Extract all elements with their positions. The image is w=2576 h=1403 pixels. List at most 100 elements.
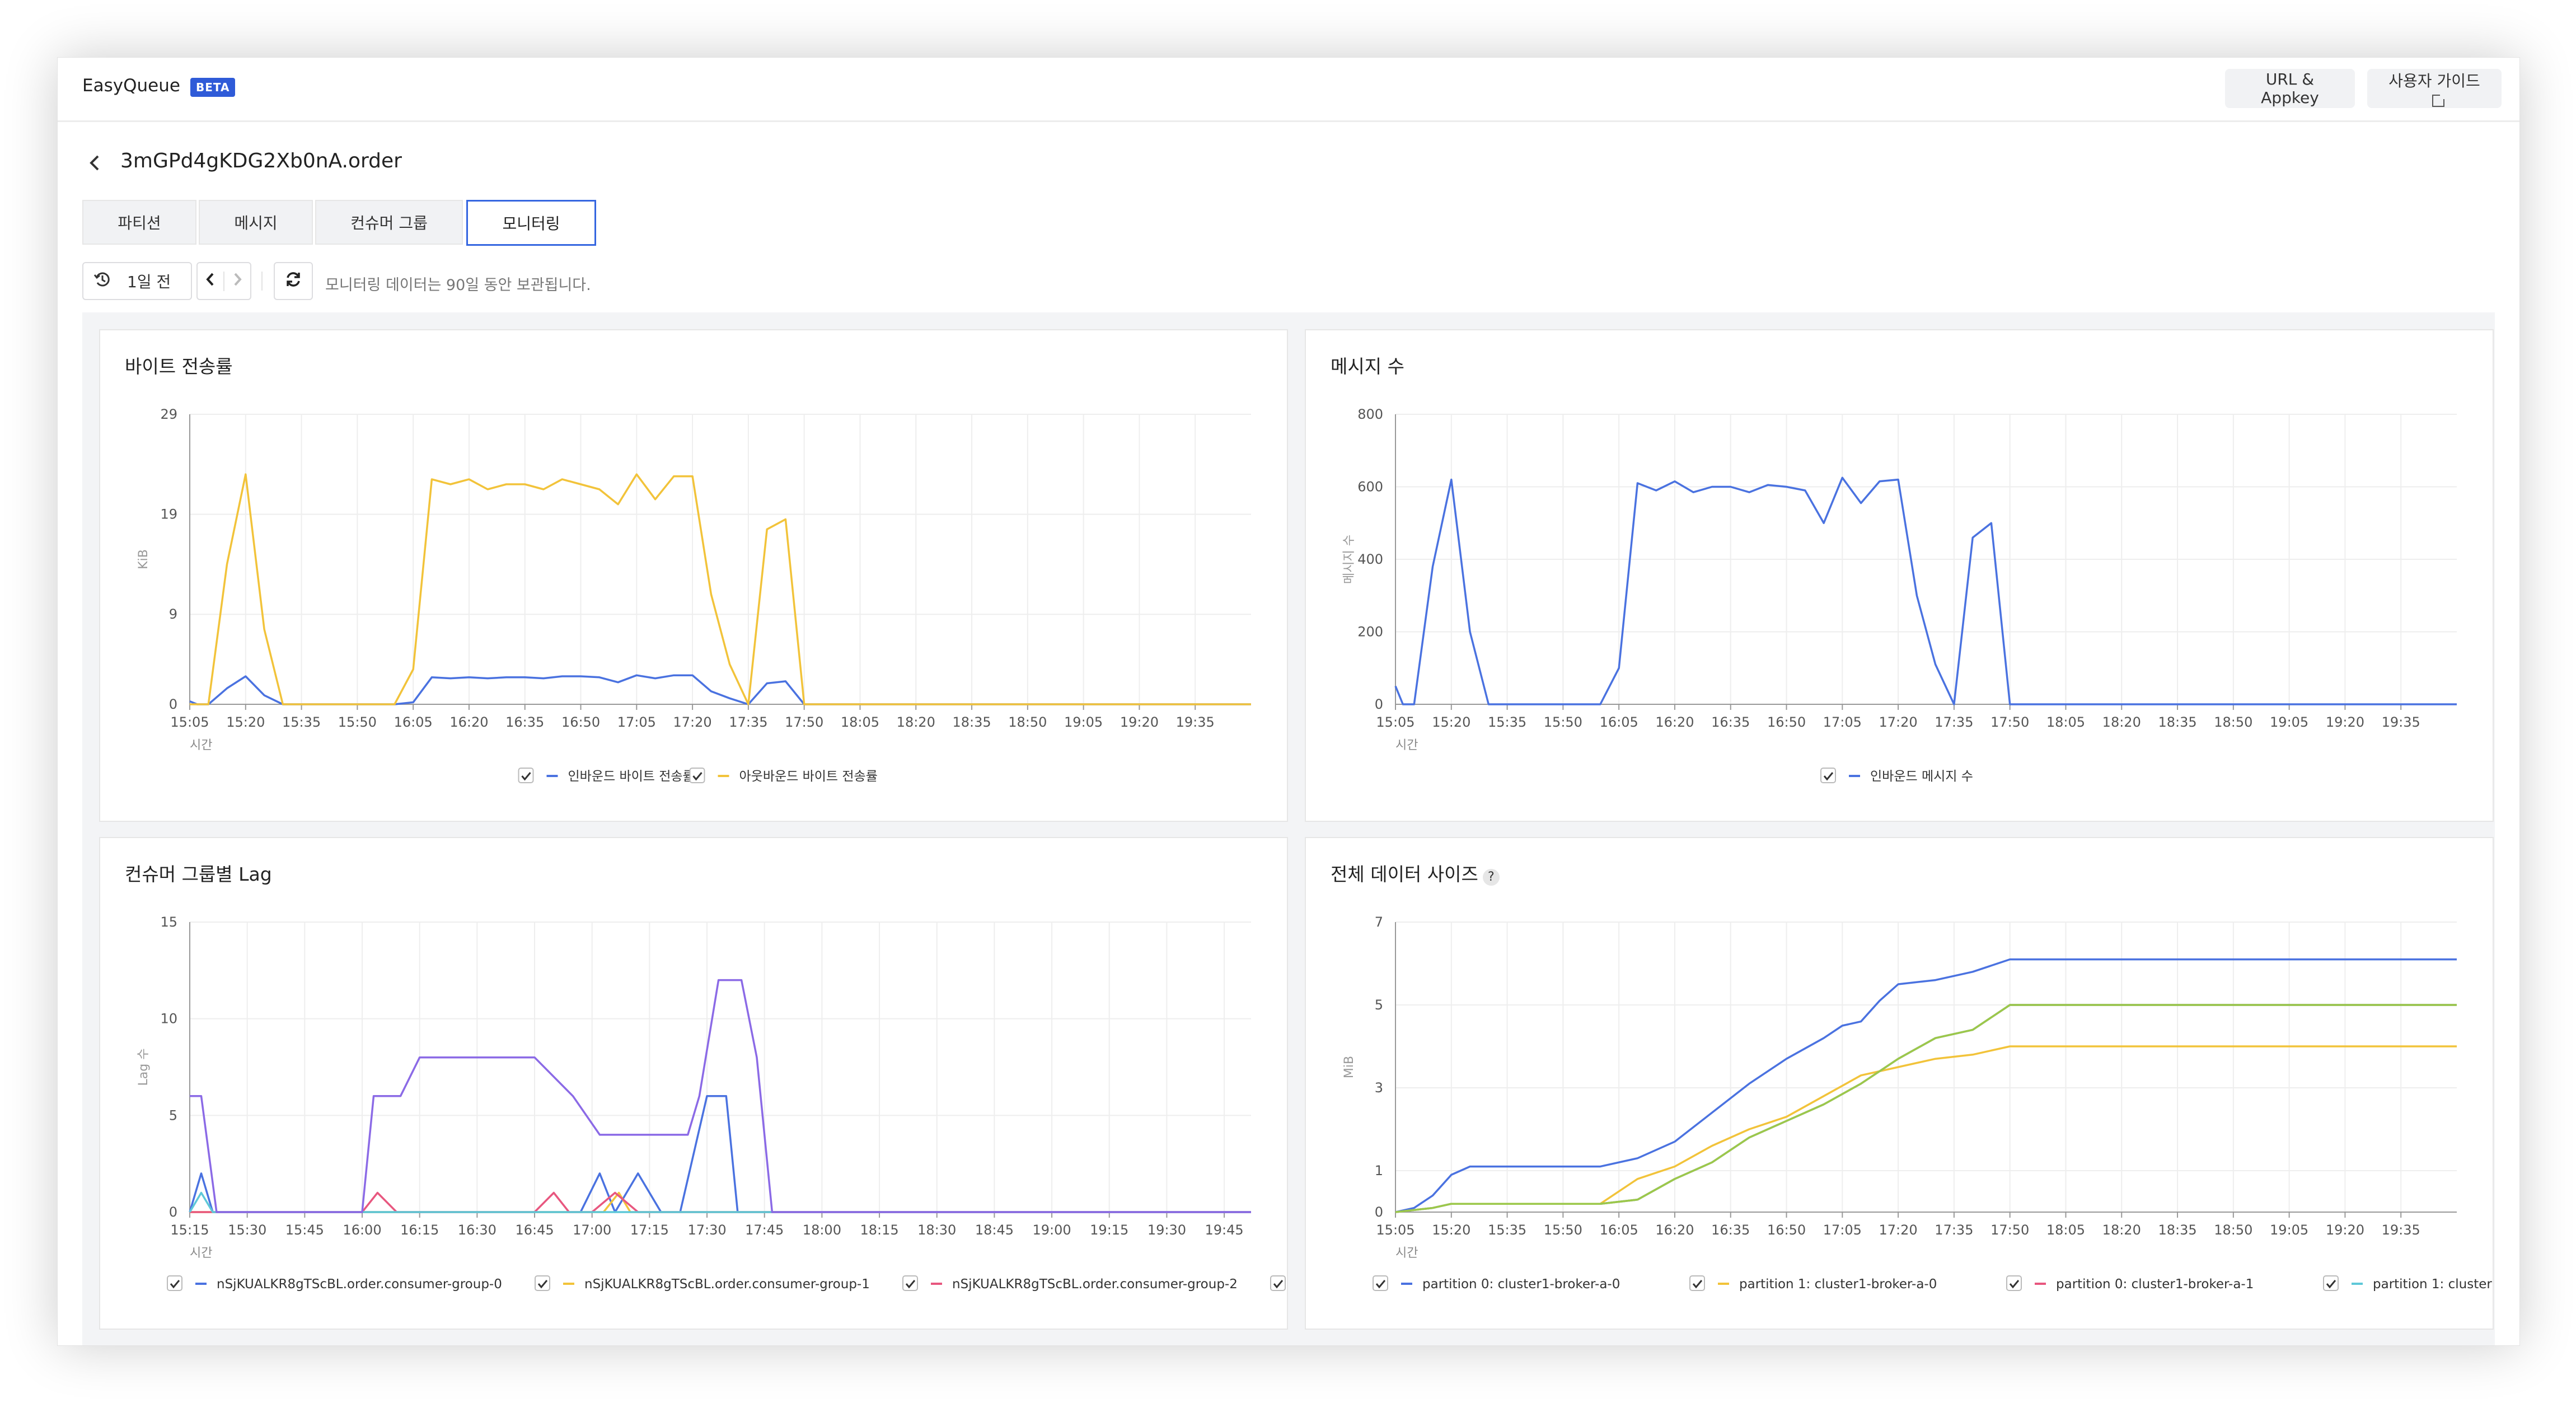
back-arrow-icon[interactable]: [88, 153, 102, 178]
series-line: [190, 979, 1251, 1213]
topic-title: 3mGPd4gKDG2Xb0nA.order: [120, 149, 402, 172]
legend-item[interactable]: nSjKUALKR8gTScBL.order.consumer-group-3: [1270, 1275, 1287, 1292]
legend-label: 인바운드 메시지 수: [1870, 769, 1973, 784]
legend-item[interactable]: partition 1: cluster1-broker-a-1: [2323, 1275, 2493, 1292]
legend-label: partition 1: cluster1-broker-a-1: [2373, 1277, 2493, 1292]
x-tick-label: 18:30: [917, 1222, 956, 1238]
x-tick-label: 19:30: [1148, 1222, 1186, 1238]
legend-checkbox[interactable]: [689, 768, 705, 783]
x-tick-label: 17:35: [729, 714, 767, 730]
x-tick-label: 16:15: [400, 1222, 439, 1238]
check-icon: [1375, 1280, 1386, 1289]
x-tick-label: 18:35: [952, 714, 991, 730]
legend-checkbox[interactable]: [1270, 1275, 1286, 1291]
panel-title: 컨슈머 그룹별 Lag: [125, 863, 272, 885]
x-tick-label: 19:20: [1120, 714, 1159, 730]
refresh-button[interactable]: [274, 262, 313, 300]
x-tick-label: 19:05: [2270, 1222, 2308, 1238]
x-tick-label: 18:20: [2102, 1222, 2141, 1238]
legend-label: nSjKUALKR8gTScBL.order.consumer-group-1: [584, 1277, 870, 1292]
x-tick-label: 18:50: [2214, 1222, 2252, 1238]
x-tick-label: 18:50: [2214, 714, 2252, 730]
series-line: [1395, 1004, 2457, 1213]
y-tick-label: 1: [1375, 1163, 1383, 1178]
legend-checkbox[interactable]: [2006, 1275, 2022, 1291]
x-tick-label: 19:05: [1064, 714, 1103, 730]
x-tick-label: 16:35: [1711, 1222, 1750, 1238]
app-window: EasyQueue BETA URL & Appkey 사용자 가이드 3mGP…: [57, 57, 2520, 1346]
series-line: [1394, 476, 2457, 705]
legend-item[interactable]: 인바운드 바이트 전송률: [518, 768, 695, 784]
chevron-left-icon[interactable]: [198, 272, 223, 291]
legend-item[interactable]: 인바운드 메시지 수: [1820, 768, 1973, 784]
check-icon: [1273, 1280, 1284, 1289]
series-line: [189, 1095, 1251, 1213]
check-icon: [1823, 772, 1834, 781]
user-guide-button[interactable]: 사용자 가이드: [2367, 69, 2502, 108]
x-tick-label: 16:30: [458, 1222, 497, 1238]
legend-checkbox[interactable]: [1373, 1275, 1388, 1291]
legend-checkbox[interactable]: [1689, 1275, 1705, 1291]
x-tick-label: 15:20: [1432, 1222, 1470, 1238]
x-tick-label: 15:05: [1376, 1222, 1415, 1238]
time-range-label: 1일 전: [127, 273, 171, 291]
y-tick-label: 0: [1375, 696, 1383, 712]
x-tick-label: 17:50: [1990, 714, 2029, 730]
beta-badge: BETA: [190, 78, 236, 97]
time-range-select[interactable]: 1일 전: [82, 262, 192, 300]
x-tick-label: 17:35: [1935, 1222, 1973, 1238]
x-tick-label: 15:35: [1488, 1222, 1526, 1238]
x-tick-label: 17:15: [630, 1222, 669, 1238]
tab-partition[interactable]: 파티션: [82, 200, 196, 245]
legend-item[interactable]: partition 1: cluster1-broker-a-0: [1689, 1275, 1937, 1292]
legend-item[interactable]: nSjKUALKR8gTScBL.order.consumer-group-1: [535, 1275, 870, 1292]
series-line: [1395, 1004, 2457, 1213]
chevron-right-icon[interactable]: [223, 271, 250, 291]
legend-label: nSjKUALKR8gTScBL.order.consumer-group-2: [952, 1277, 1238, 1292]
series-line: [190, 1191, 1251, 1213]
url-appkey-button[interactable]: URL & Appkey: [2225, 69, 2355, 108]
x-tick-label: 16:20: [1655, 714, 1694, 730]
x-tick-label: 18:05: [2046, 714, 2085, 730]
url-appkey-label: URL & Appkey: [2261, 70, 2319, 107]
legend-checkbox[interactable]: [167, 1275, 182, 1291]
series-line: [189, 674, 1251, 705]
x-tick-label: 18:50: [1008, 714, 1047, 730]
legend-item[interactable]: partition 0: cluster1-broker-a-1: [2006, 1275, 2254, 1292]
x-tick-label: 19:20: [2326, 714, 2364, 730]
legend-checkbox[interactable]: [535, 1275, 550, 1291]
panel-size: 전체 데이터 사이즈? 15:05 15:20 15:35 15:50 16:05 16:…: [1305, 837, 2494, 1330]
lag-chart: 15:15 15:30 15:45 16:00 16:15 16:30 16:45 17:00…: [137, 914, 1287, 1292]
x-tick-label: 17:05: [1823, 1222, 1862, 1238]
panel-lag: 컨슈머 그룹별 Lag 15:15 15:30 15:45 16:00 16:15 16:…: [99, 837, 1288, 1330]
x-tick-label: 15:20: [1432, 714, 1470, 730]
series-line: [190, 1191, 1251, 1213]
x-tick-label: 17:50: [1990, 1222, 2029, 1238]
legend-label: nSjKUALKR8gTScBL.order.consumer-group-0: [217, 1277, 502, 1292]
tab-message[interactable]: 메시지: [199, 200, 313, 245]
legend-item[interactable]: partition 0: cluster1-broker-a-0: [1373, 1275, 1620, 1292]
x-tick-label: 18:15: [860, 1222, 898, 1238]
size-chart: 15:05 15:20 15:35 15:50 16:05 16:20 16:35 16:50…: [1342, 914, 2493, 1292]
legend-checkbox[interactable]: [2323, 1275, 2339, 1291]
legend-checkbox[interactable]: [1820, 768, 1836, 783]
tab-consumer-group[interactable]: 컨슈머 그룹: [315, 200, 463, 245]
x-tick-label: 16:05: [1600, 714, 1638, 730]
help-icon[interactable]: ?: [1482, 869, 1500, 886]
legend-checkbox[interactable]: [518, 768, 534, 783]
y-tick-label: 7: [1375, 914, 1383, 930]
check-icon: [1692, 1280, 1703, 1289]
legend-item[interactable]: 아웃바운드 바이트 전송률: [689, 768, 878, 784]
legend-checkbox[interactable]: [902, 1275, 918, 1291]
legend-item[interactable]: nSjKUALKR8gTScBL.order.consumer-group-2: [902, 1275, 1238, 1292]
x-tick-label: 17:20: [673, 714, 712, 730]
monitoring-panels: 바이트 전송률 15:05 15:20 15:35 15:50 16:05 16:20 16…: [82, 312, 2495, 1345]
legend-item[interactable]: nSjKUALKR8gTScBL.order.consumer-group-0: [167, 1275, 502, 1292]
user-guide-label: 사용자 가이드: [2388, 72, 2480, 90]
x-tick-label: 17:30: [687, 1222, 726, 1238]
tab-monitoring[interactable]: 모니터링: [466, 200, 596, 246]
brand-name: EasyQueue: [82, 76, 180, 96]
y-axis-label: 메시지 수: [1342, 535, 1356, 584]
x-tick-label: 15:15: [170, 1222, 209, 1238]
x-tick-label: 16:50: [1767, 714, 1806, 730]
